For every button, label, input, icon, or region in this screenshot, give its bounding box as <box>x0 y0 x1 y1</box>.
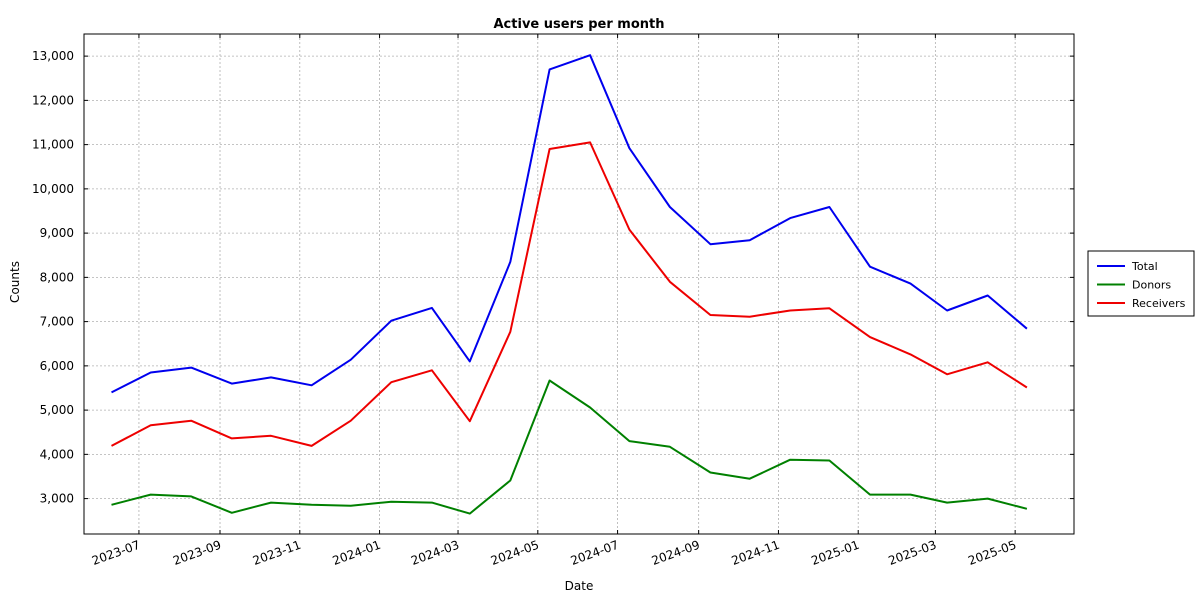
series-lines <box>111 54 1028 515</box>
legend-label-receivers: Receivers <box>1132 297 1186 310</box>
y-tick-label: 7,000 <box>40 315 74 329</box>
y-tick-label: 10,000 <box>32 182 74 196</box>
plot-area-frame <box>83 33 1075 535</box>
y-tick-label: 4,000 <box>40 447 74 461</box>
legend-label-total: Total <box>1131 260 1158 273</box>
y-tick-label: 6,000 <box>40 359 74 373</box>
series-line-receivers <box>111 141 1028 447</box>
y-tick-label: 12,000 <box>32 93 74 107</box>
series-line-donors <box>111 379 1028 515</box>
y-tick-label: 9,000 <box>40 226 74 240</box>
y-tick-label: 11,000 <box>32 138 74 152</box>
y-tick-label: 3,000 <box>40 492 74 506</box>
y-tick-label: 13,000 <box>32 49 74 63</box>
grid-lines <box>84 34 1074 534</box>
y-axis-label: Counts <box>8 261 22 303</box>
y-tick-label: 5,000 <box>40 403 74 417</box>
legend-label-donors: Donors <box>1132 279 1171 292</box>
chart-title: Active users per month <box>494 17 665 32</box>
y-tick-label: 8,000 <box>40 270 74 284</box>
legend: Total Donors Receivers <box>1087 250 1195 317</box>
series-line-total <box>111 54 1028 394</box>
x-axis-label: Date <box>565 579 594 593</box>
